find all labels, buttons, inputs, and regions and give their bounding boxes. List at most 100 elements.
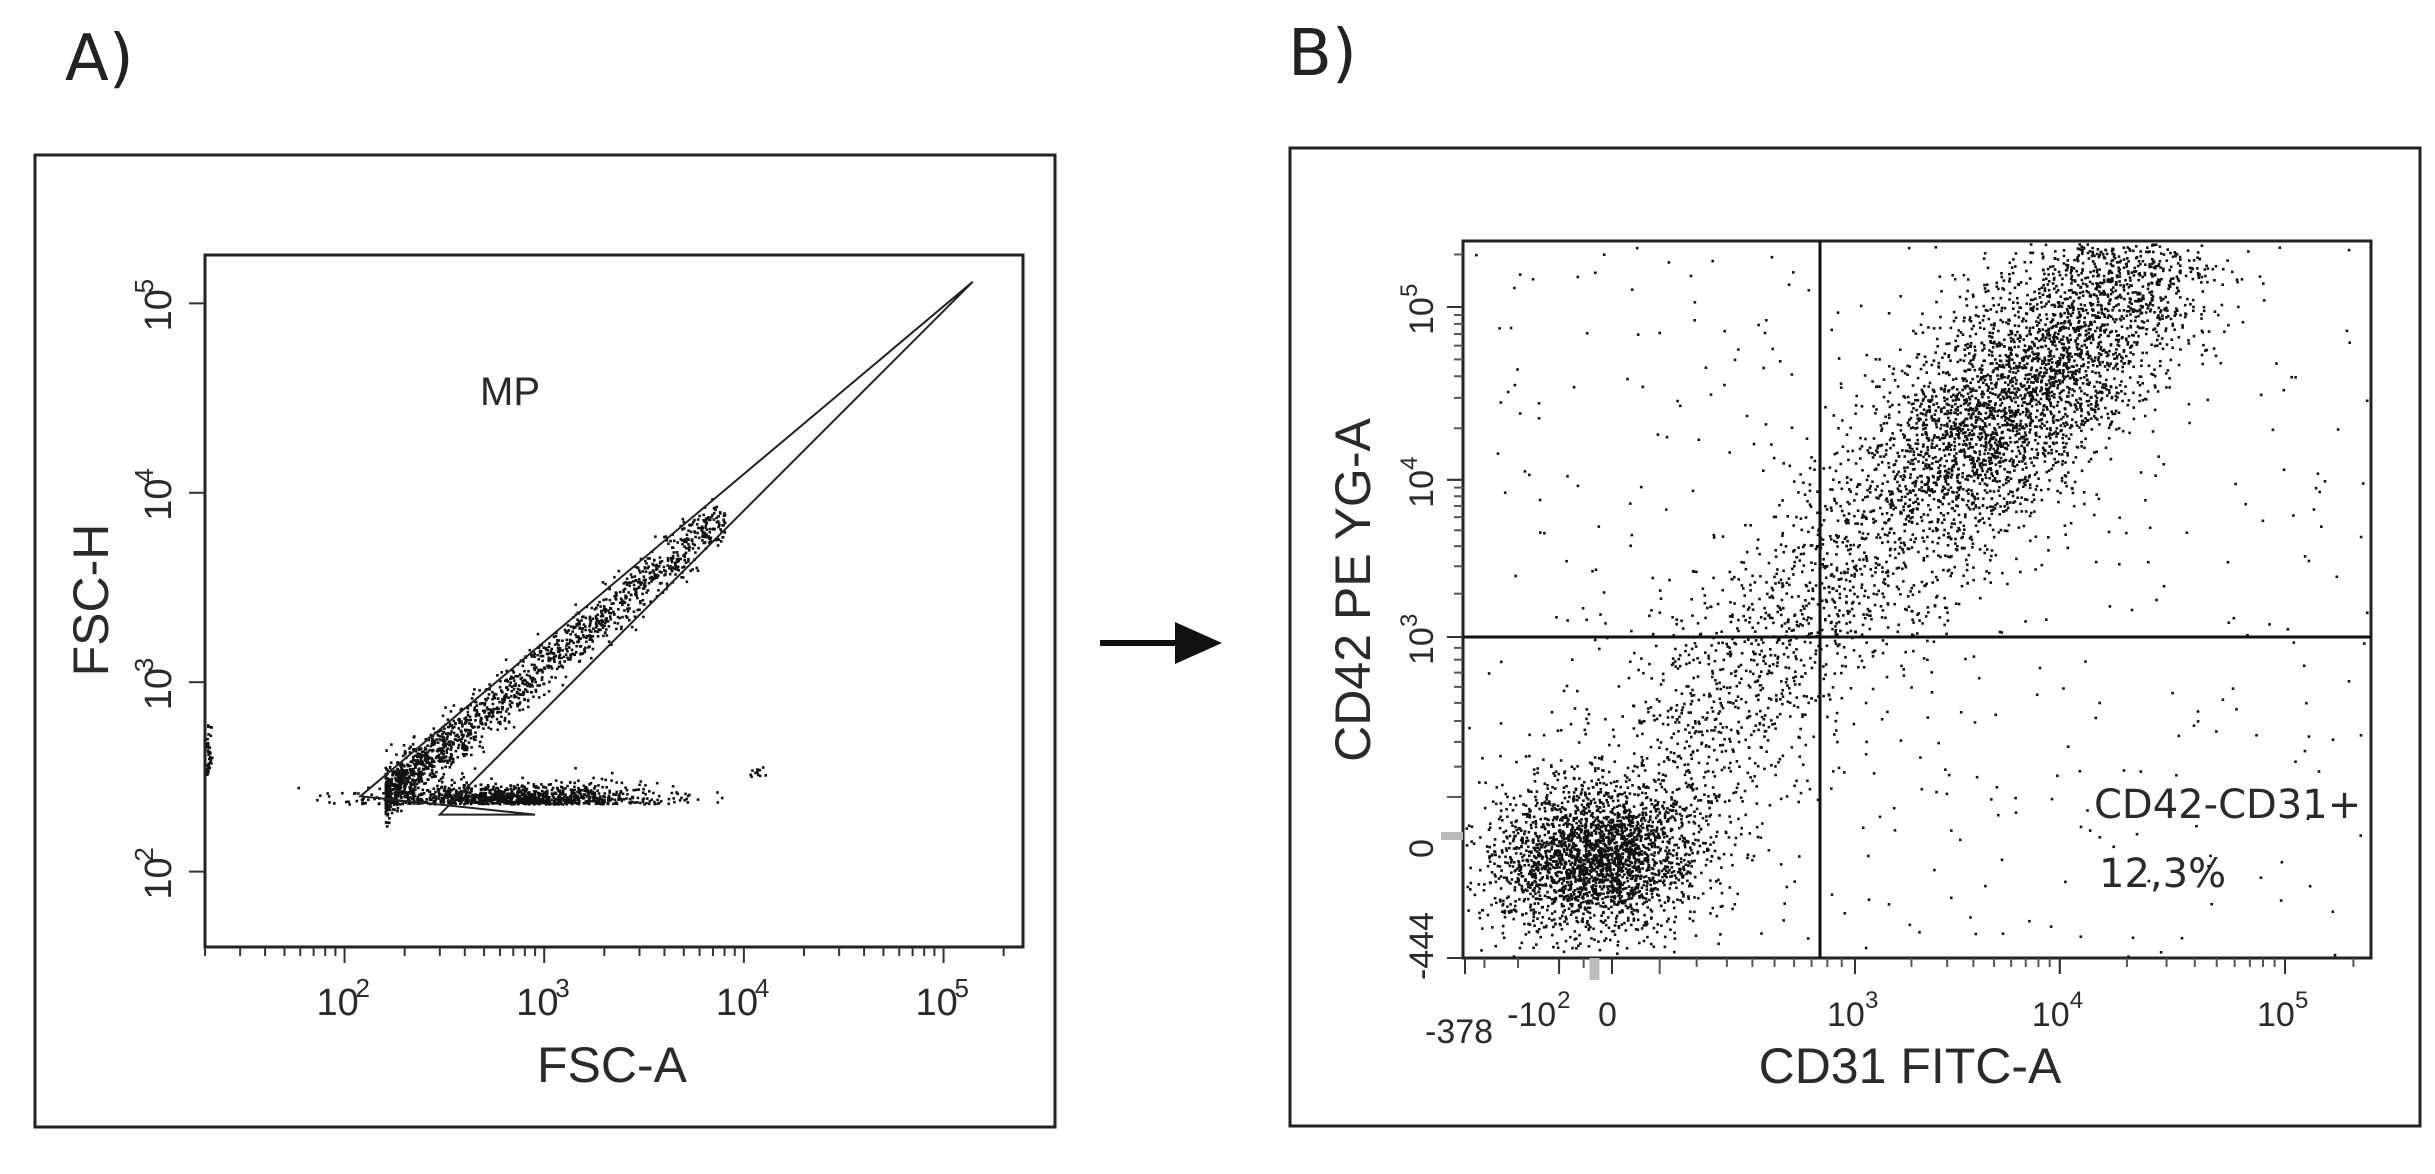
event-dot xyxy=(466,797,469,800)
event-dot xyxy=(454,749,458,753)
event-dot xyxy=(571,791,574,794)
event-dot xyxy=(684,561,688,564)
y-tick-exponent: 2 xyxy=(129,847,159,861)
event-dot xyxy=(1578,777,1581,780)
event-dot xyxy=(627,591,630,594)
event-dot xyxy=(687,557,690,561)
event-dot xyxy=(688,545,691,549)
event-dot xyxy=(1515,828,1518,832)
event-dot xyxy=(1578,873,1582,876)
event-dot xyxy=(606,620,610,623)
event-dot xyxy=(604,582,607,586)
event-dot xyxy=(636,596,639,600)
event-dot xyxy=(482,727,485,730)
event-dot xyxy=(1568,833,1572,837)
event-dot xyxy=(521,690,525,694)
event-dot xyxy=(432,727,436,730)
event-dot xyxy=(578,622,581,626)
event-dot xyxy=(547,656,550,660)
event-dot xyxy=(605,786,608,789)
event-dot xyxy=(484,786,487,789)
event-dot xyxy=(1640,886,1644,890)
event-dot xyxy=(384,775,388,778)
event-dot xyxy=(1620,867,1623,871)
event-dot xyxy=(1606,895,1610,898)
event-dot xyxy=(1606,878,1610,882)
event-dot xyxy=(1465,827,1469,830)
event-dot xyxy=(1562,867,1565,870)
event-dot xyxy=(582,797,585,800)
event-dot xyxy=(586,800,590,803)
event-dot xyxy=(586,791,590,795)
event-dot xyxy=(389,802,392,805)
event-dot xyxy=(393,769,396,773)
event-dot xyxy=(500,691,504,694)
event-dot xyxy=(1563,814,1567,818)
event-dot xyxy=(691,542,695,546)
event-dot xyxy=(1512,847,1516,850)
event-dot xyxy=(1528,816,1532,819)
event-dot xyxy=(1542,926,1546,929)
event-dot xyxy=(561,666,565,669)
event-dot xyxy=(1623,823,1626,827)
event-dot xyxy=(461,772,464,775)
event-dot xyxy=(655,563,658,567)
event-dot xyxy=(459,729,463,733)
event-dot xyxy=(1663,873,1666,876)
event-dot xyxy=(1675,812,1678,816)
event-dot xyxy=(1567,859,1571,863)
event-dot xyxy=(459,802,462,805)
event-dot xyxy=(1588,906,1592,910)
event-dot xyxy=(495,798,498,801)
event-dot xyxy=(1593,819,1597,822)
event-dot xyxy=(1540,921,1543,925)
event-dot xyxy=(545,797,549,800)
event-dot xyxy=(1536,836,1540,840)
event-dot xyxy=(460,720,463,723)
event-dot xyxy=(448,792,451,795)
event-dot xyxy=(458,738,462,742)
event-dot xyxy=(612,610,615,614)
event-dot xyxy=(445,793,448,796)
event-dot xyxy=(626,616,629,619)
event-dot xyxy=(472,692,475,696)
panel-b-events xyxy=(1465,243,2369,958)
event-dot xyxy=(1569,913,1573,916)
event-dot xyxy=(442,746,446,749)
event-dot xyxy=(1638,828,1642,832)
event-dot xyxy=(1700,871,1703,875)
event-dot xyxy=(1550,842,1554,845)
event-dot xyxy=(1631,912,1635,916)
event-dot xyxy=(409,773,413,777)
event-dot xyxy=(582,635,586,639)
event-dot xyxy=(1690,865,1693,868)
event-dot xyxy=(673,539,676,543)
event-dot xyxy=(1532,863,1536,867)
event-dot xyxy=(409,760,413,763)
event-dot xyxy=(463,754,466,758)
event-dot xyxy=(1610,855,1614,858)
event-dot xyxy=(446,790,450,794)
event-dot xyxy=(509,802,513,806)
event-dot xyxy=(1577,835,1581,838)
event-dot xyxy=(641,598,645,602)
event-dot xyxy=(1590,861,1594,865)
event-dot xyxy=(1504,847,1508,850)
event-dot xyxy=(1527,885,1530,889)
event-dot xyxy=(437,792,441,795)
event-dot xyxy=(1523,864,1526,867)
event-dot xyxy=(1649,889,1653,892)
event-dot xyxy=(207,762,210,765)
event-dot xyxy=(1693,896,1696,899)
event-dot xyxy=(1517,861,1521,864)
event-dot xyxy=(1497,817,1501,821)
event-dot xyxy=(1572,799,1575,803)
event-dot xyxy=(406,771,409,775)
event-dot xyxy=(440,757,444,760)
event-dot xyxy=(1604,923,1608,927)
event-dot xyxy=(394,794,397,798)
event-dot xyxy=(1547,917,1551,920)
event-dot xyxy=(1636,820,1639,824)
event-dot xyxy=(464,796,468,800)
event-dot xyxy=(463,745,466,748)
